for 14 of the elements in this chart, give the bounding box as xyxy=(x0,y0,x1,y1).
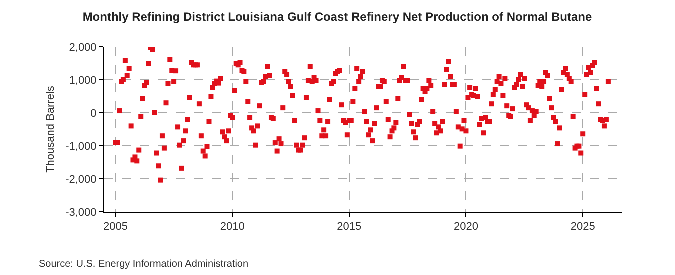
x-tick-label: 2015 xyxy=(337,221,362,234)
y-tick-label: 1,000 xyxy=(69,74,97,87)
y-tick-label: -1,000 xyxy=(66,140,97,153)
x-tick-label: 2025 xyxy=(570,221,596,234)
y-tick-label: -2,000 xyxy=(66,174,97,186)
y-tick-label: 2,000 xyxy=(69,42,97,54)
x-tick-label: 2005 xyxy=(104,221,128,234)
y-axis-title: Thousand Barrels xyxy=(45,86,58,173)
x-tick-label: 2010 xyxy=(220,221,245,234)
x-tick-label: 2020 xyxy=(454,221,478,234)
y-tick-label: -3,000 xyxy=(66,206,97,219)
y-tick-label: 0 xyxy=(90,108,97,120)
source-note: Source: U.S. Energy Information Administration xyxy=(39,259,249,270)
chart-title: Monthly Refining District Louisiana Gulf Coast Refinery Net Production of Normal Butane xyxy=(82,10,593,24)
